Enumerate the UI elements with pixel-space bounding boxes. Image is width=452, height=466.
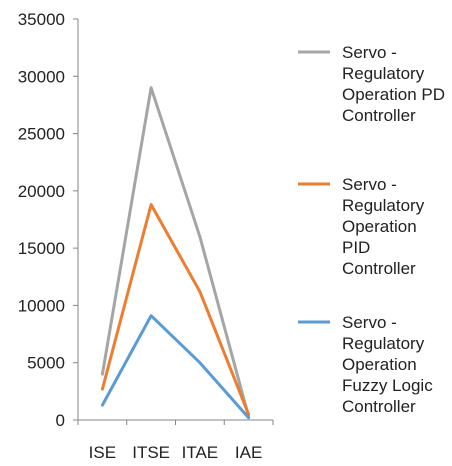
y-tick-label: 10000 [18,296,65,315]
legend-label: Servo - [342,175,397,194]
series-lines [100,86,251,420]
x-axis-ticks: ISE ITSE ITAE IAE [77,420,274,462]
legend-label: Fuzzy Logic [342,376,433,395]
legend-label: Regulatory [342,334,425,353]
y-tick-label: 5000 [27,354,65,373]
legend-item: Servo - Regulatory Operation Fuzzy Logic Con… [298,313,433,416]
y-tick-label: 15000 [18,239,65,258]
legend-label: Controller [342,397,416,416]
legend-label: Operation [342,217,417,236]
x-tick-label: ITSE [132,443,170,462]
legend-label: Operation [342,355,417,374]
legend-label: Operation PD [342,85,445,104]
y-tick-label: 25000 [18,125,65,144]
x-tick-label: ITAE [182,443,219,462]
y-tick-label: 35000 [18,10,65,29]
legend-item: Servo - Regulatory Operation PD Controller [298,43,445,125]
legend-label: Servo - [342,43,397,62]
legend-label: Controller [342,106,416,125]
legend-label: Regulatory [342,196,425,215]
y-axis-ticks: 0 5000 10000 15000 20000 25000 30000 35000 [18,10,78,430]
legend-label: Controller [342,259,416,278]
legend-item: Servo - Regulatory Operation PID Controller [298,175,425,278]
legend-label: Regulatory [342,64,425,83]
series-line [100,203,251,416]
x-tick-label: IAE [235,443,262,462]
y-tick-label: 0 [56,411,65,430]
series-line [100,314,251,420]
series-line [100,86,251,419]
x-tick-label: ISE [89,443,116,462]
legend-label: PID [342,238,370,257]
legend-label: Servo - [342,313,397,332]
y-tick-label: 30000 [18,67,65,86]
y-tick-label: 20000 [18,182,65,201]
